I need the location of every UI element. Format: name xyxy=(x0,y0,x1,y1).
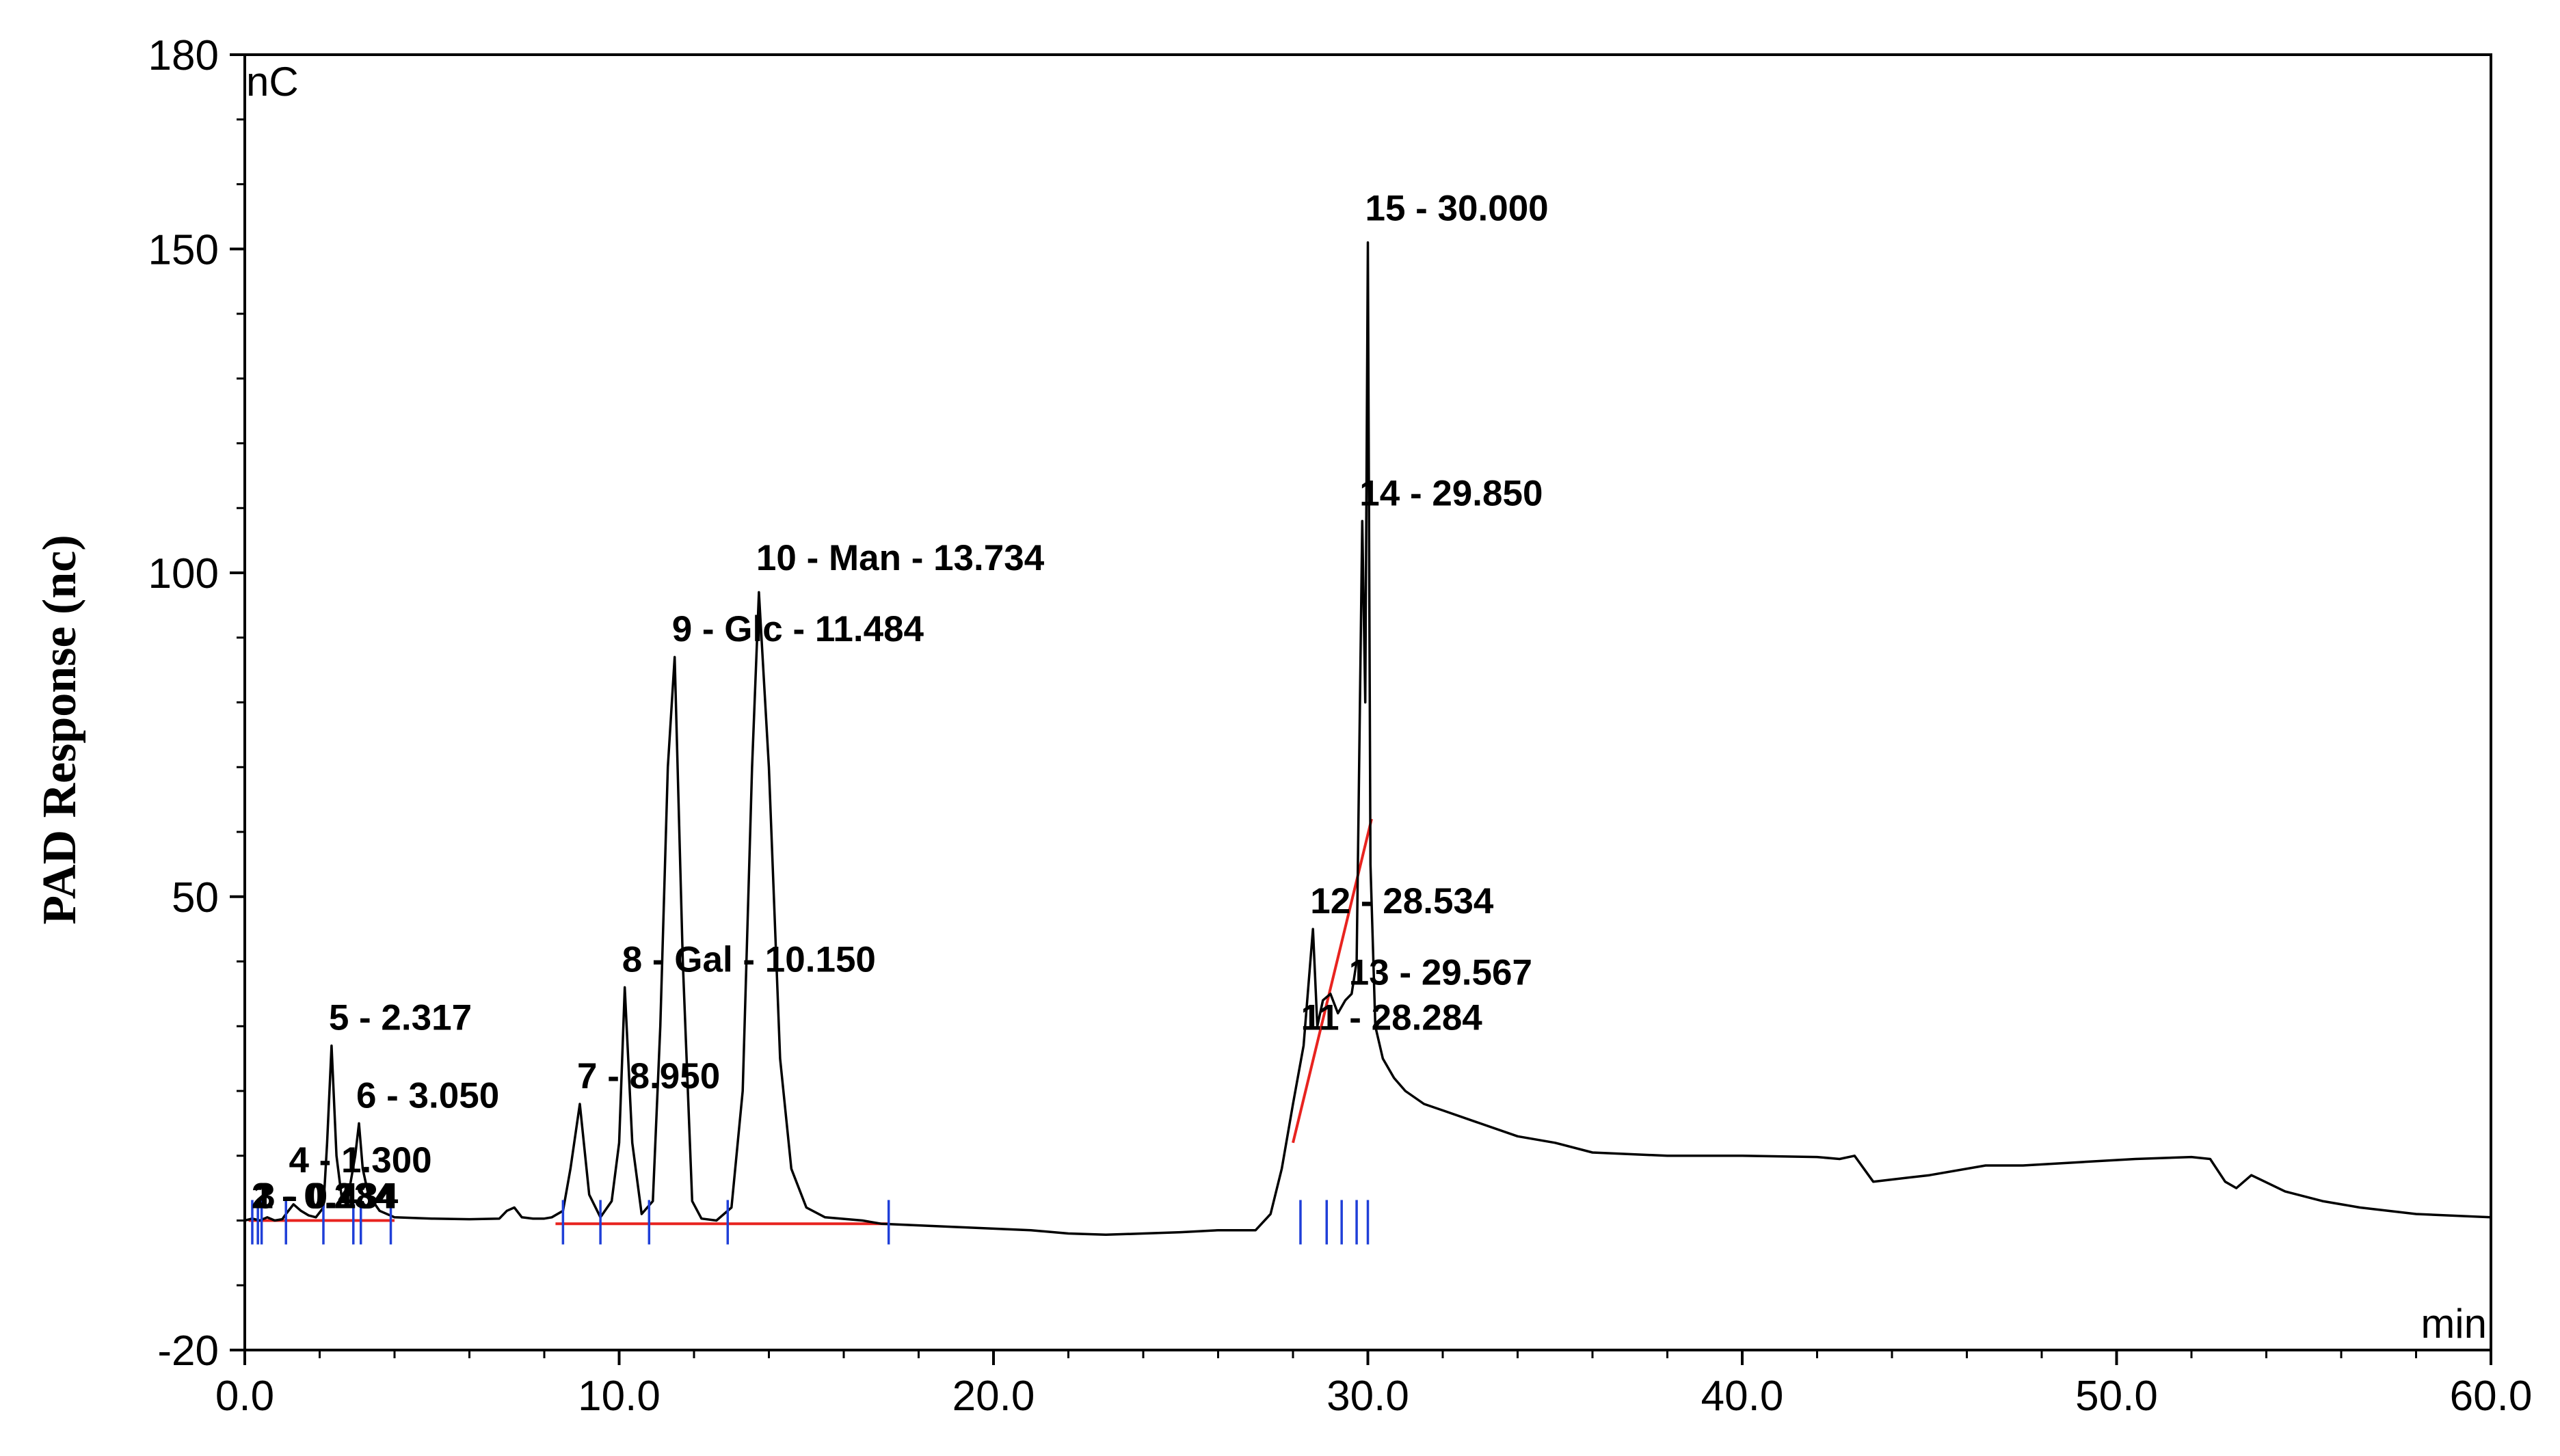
peak-label: 10 - Man - 13.734 xyxy=(756,538,1045,578)
peak-label: 3 - 0.434 xyxy=(255,1176,399,1216)
y-axis-title: PAD Response (nc) xyxy=(34,535,86,924)
x-unit-label: min xyxy=(2421,1301,2487,1347)
y-tick-label: 150 xyxy=(148,226,219,273)
y-axis: -20 50 100 150 180 xyxy=(148,32,245,1375)
integration-markers xyxy=(251,1200,1370,1245)
x-tick-label: 30.0 xyxy=(1326,1373,1409,1420)
y-tick-label: -20 xyxy=(157,1327,219,1375)
peak-label: 11 - 28.284 xyxy=(1301,998,1483,1038)
peak-label: 14 - 29.850 xyxy=(1359,473,1543,513)
peak-label: 7 - 8.950 xyxy=(577,1056,720,1096)
x-tick-label: 10.0 xyxy=(578,1373,661,1420)
y-tick-label: 100 xyxy=(148,550,219,597)
peak-label: 13 - 29.567 xyxy=(1349,952,1532,993)
chromatogram-trace xyxy=(244,241,2492,1237)
peak-label: 5 - 2.317 xyxy=(329,998,472,1038)
peak-label: 15 - 30.000 xyxy=(1365,188,1549,228)
peak-label: 9 - Glc - 11.484 xyxy=(672,609,924,649)
peak-label: 2 - 0.234 xyxy=(252,1176,395,1216)
peak-label: 1 - 0.184 xyxy=(253,1176,397,1216)
peak-label: 8 - Gal - 10.150 xyxy=(622,939,876,980)
peak-label: 12 - 28.534 xyxy=(1310,881,1494,921)
peak-label: 4 - 1.300 xyxy=(289,1140,431,1181)
y-tick-label: 180 xyxy=(148,32,219,79)
x-tick-label: 0.0 xyxy=(215,1373,274,1420)
x-tick-label: 20.0 xyxy=(952,1373,1035,1420)
peak-label: 6 - 3.050 xyxy=(356,1075,499,1116)
trace-layer xyxy=(244,241,2492,1237)
x-tick-label: 50.0 xyxy=(2075,1373,2158,1420)
y-tick-label: 50 xyxy=(172,874,219,921)
x-tick-label: 40.0 xyxy=(1701,1373,1784,1420)
x-axis: 0.0 10.0 20.0 30.0 40.0 50.0 60.0 xyxy=(215,1350,2532,1420)
y-unit-label: nC xyxy=(246,59,299,105)
x-tick-label: 60.0 xyxy=(2450,1373,2533,1420)
